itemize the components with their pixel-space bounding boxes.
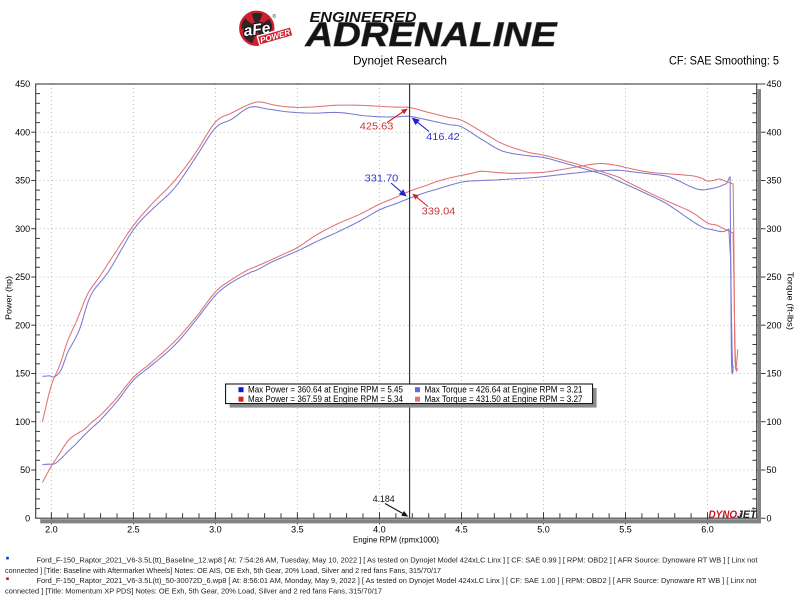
svg-text:connected ] [Title: Baseline w: connected ] [Title: Baseline with Afterm… [5, 566, 441, 575]
svg-text:3.5: 3.5 [291, 524, 304, 534]
svg-text:150: 150 [15, 369, 30, 379]
svg-text:4.5: 4.5 [455, 524, 468, 534]
svg-text:450: 450 [767, 79, 782, 89]
svg-text:0: 0 [25, 513, 30, 523]
svg-text:®: ® [273, 13, 277, 20]
svg-text:4.0: 4.0 [373, 524, 386, 534]
svg-text:ENGINEERED: ENGINEERED [310, 10, 418, 26]
svg-text:150: 150 [767, 369, 782, 379]
svg-text:100: 100 [767, 417, 782, 427]
svg-text:350: 350 [767, 176, 782, 186]
svg-text:450: 450 [15, 79, 30, 89]
svg-text:400: 400 [15, 127, 30, 137]
svg-text:3.0: 3.0 [209, 524, 222, 534]
svg-text:200: 200 [767, 320, 782, 330]
svg-text:400: 400 [767, 127, 782, 137]
svg-text:®: ® [752, 506, 755, 511]
svg-text:5.0: 5.0 [537, 524, 550, 534]
svg-text:Dynojet Research: Dynojet Research [353, 56, 447, 68]
svg-text:DYNO: DYNO [709, 509, 738, 521]
svg-text:339.04: 339.04 [422, 206, 456, 217]
svg-text:ADRENALINE: ADRENALINE [304, 16, 558, 54]
svg-text:50: 50 [20, 465, 30, 475]
svg-text:CF: SAE Smoothing: 5: CF: SAE Smoothing: 5 [669, 56, 779, 68]
svg-text:Max Power = 367.59 at Engine R: Max Power = 367.59 at Engine RPM = 5.34 [248, 394, 403, 404]
svg-text:250: 250 [767, 272, 782, 282]
svg-text:Ford_F-150_Raptor_2021_V6-3.5L: Ford_F-150_Raptor_2021_V6-3.5L(tt)_Basel… [37, 556, 758, 565]
svg-text:425.63: 425.63 [360, 122, 394, 133]
svg-text:Torque (ft-lbs): Torque (ft-lbs) [785, 272, 795, 330]
svg-text:416.42: 416.42 [426, 132, 460, 143]
svg-text:2.5: 2.5 [127, 524, 140, 534]
svg-text:Max Power = 360.64 at Engine R: Max Power = 360.64 at Engine RPM = 5.45 [248, 385, 403, 395]
svg-text:connected ] [Title: Momentum X: connected ] [Title: Momentum XP PDS] Not… [5, 587, 382, 596]
svg-text:0: 0 [767, 513, 772, 523]
svg-text:100: 100 [15, 417, 30, 427]
svg-text:50: 50 [767, 465, 777, 475]
svg-text:Max Torque = 426.64 at Engine: Max Torque = 426.64 at Engine RPM = 3.21 [425, 385, 583, 395]
svg-text:4.184: 4.184 [373, 494, 395, 505]
svg-text:Power (hp): Power (hp) [4, 276, 14, 320]
svg-text:5.5: 5.5 [619, 524, 632, 534]
svg-text:Ford_F-150_Raptor_2021_V6-3.5L: Ford_F-150_Raptor_2021_V6-3.5L(tt)_50-30… [37, 576, 757, 585]
svg-text:250: 250 [15, 272, 30, 282]
svg-text:Engine RPM (rpmx1000): Engine RPM (rpmx1000) [353, 534, 439, 544]
svg-text:350: 350 [15, 176, 30, 186]
svg-text:331.70: 331.70 [365, 173, 399, 184]
svg-text:JET: JET [737, 509, 758, 521]
svg-text:300: 300 [15, 224, 30, 234]
svg-text:6.0: 6.0 [701, 524, 714, 534]
svg-text:Max Torque = 431.50 at Engine: Max Torque = 431.50 at Engine RPM = 3.27 [425, 394, 583, 404]
svg-text:200: 200 [15, 320, 30, 330]
svg-text:2.0: 2.0 [45, 524, 58, 534]
svg-text:300: 300 [767, 224, 782, 234]
